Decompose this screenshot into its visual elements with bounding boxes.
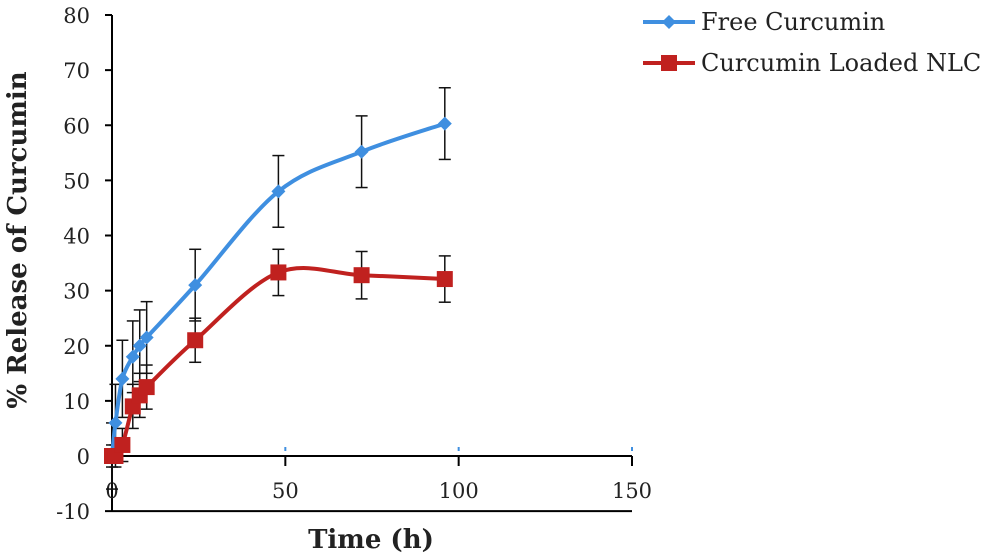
- data-point-square: [187, 332, 204, 349]
- data-point-square: [436, 271, 453, 288]
- data-point-square: [353, 267, 370, 284]
- y-axis-title: % Release of Curcumin: [3, 71, 33, 408]
- data-point-diamond: [271, 184, 286, 199]
- y-tick-label: -10: [56, 500, 90, 524]
- data-point-square: [138, 379, 155, 396]
- data-point-diamond: [115, 371, 130, 386]
- x-tick-label: 0: [105, 479, 118, 503]
- y-tick-label: 50: [63, 169, 90, 193]
- y-tick-label: 0: [77, 445, 90, 469]
- data-point-square: [114, 436, 131, 453]
- data-point-diamond: [354, 144, 369, 159]
- data-point-diamond: [125, 349, 140, 364]
- legend-marker-square: [661, 55, 677, 71]
- y-tick-label: 40: [63, 225, 90, 249]
- data-point-diamond: [188, 278, 203, 293]
- y-tick-label: 30: [63, 280, 90, 304]
- x-tick-label: 150: [612, 479, 652, 503]
- y-tick-label: 20: [63, 335, 90, 359]
- x-tick-label: 50: [272, 479, 299, 503]
- y-tick-label: 10: [63, 390, 90, 414]
- data-point-diamond: [437, 116, 452, 131]
- series-markers: [104, 116, 453, 464]
- legend-label: Free Curcumin: [701, 8, 885, 36]
- legend-label: Curcumin Loaded NLC: [701, 49, 981, 77]
- x-tick-label: 100: [439, 479, 479, 503]
- error-bars: [106, 87, 451, 490]
- y-tick-label: 60: [63, 114, 90, 138]
- x-axis-title: Time (h): [308, 525, 434, 554]
- data-point-diamond: [108, 415, 123, 430]
- data-point-square: [270, 264, 287, 281]
- y-tick-label: 80: [63, 4, 90, 28]
- series-line-curcumin-loaded-nlc: [111, 266, 445, 459]
- data-point-diamond: [132, 338, 147, 353]
- legend: Free Curcumin Curcumin Loaded NLC: [643, 8, 981, 77]
- legend-marker-diamond: [662, 15, 676, 29]
- axes: -10 0 10 20 30 40 50 60 70 80 0 50 100 150: [56, 4, 652, 524]
- data-point-diamond: [139, 330, 154, 345]
- y-tick-label: 70: [63, 59, 90, 83]
